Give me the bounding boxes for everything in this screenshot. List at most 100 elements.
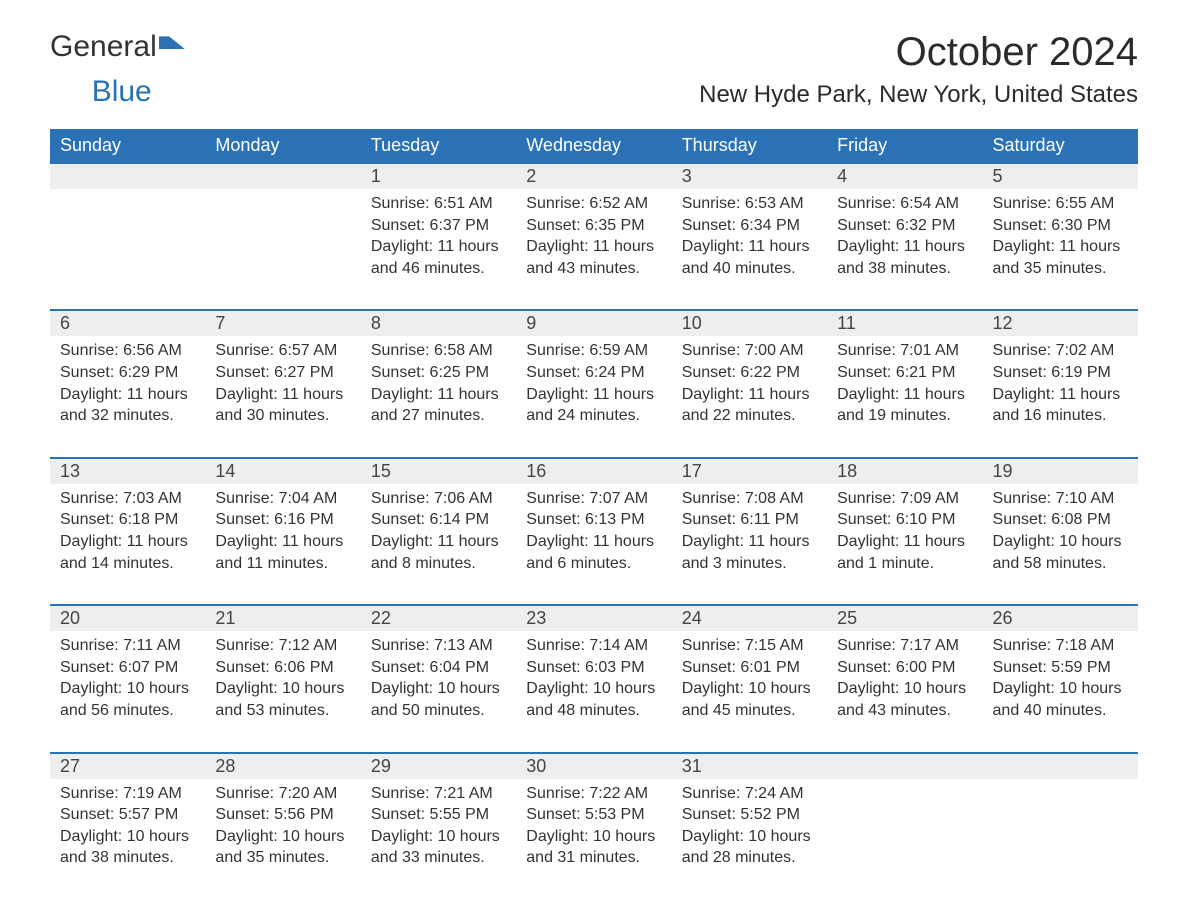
daylight-text: Daylight: 11 hours (60, 384, 195, 406)
sunset-text: Sunset: 6:11 PM (682, 509, 817, 531)
day-number-cell: 5 (983, 163, 1138, 189)
day-detail-cell: Sunrise: 7:08 AMSunset: 6:11 PMDaylight:… (672, 484, 827, 605)
daylight-text: Daylight: 10 hours (215, 826, 350, 848)
sunset-text: Sunset: 6:22 PM (682, 362, 817, 384)
daylight-text: and 8 minutes. (371, 553, 506, 575)
daylight-text: and 1 minute. (837, 553, 972, 575)
sunset-text: Sunset: 6:04 PM (371, 657, 506, 679)
day-detail-cell: Sunrise: 6:53 AMSunset: 6:34 PMDaylight:… (672, 189, 827, 310)
daylight-text: and 46 minutes. (371, 258, 506, 280)
sunrise-text: Sunrise: 7:07 AM (526, 488, 661, 510)
daylight-text: and 27 minutes. (371, 405, 506, 427)
daylight-text: Daylight: 10 hours (371, 826, 506, 848)
logo-flag-icon (159, 31, 185, 49)
day-detail-cell: Sunrise: 7:14 AMSunset: 6:03 PMDaylight:… (516, 631, 671, 752)
day-detail-cell: Sunrise: 7:13 AMSunset: 6:04 PMDaylight:… (361, 631, 516, 752)
sunset-text: Sunset: 6:19 PM (993, 362, 1128, 384)
day-detail-cell: Sunrise: 6:55 AMSunset: 6:30 PMDaylight:… (983, 189, 1138, 310)
day-number-cell: 26 (983, 605, 1138, 631)
sunrise-text: Sunrise: 6:59 AM (526, 340, 661, 362)
sunrise-text: Sunrise: 7:12 AM (215, 635, 350, 657)
sunset-text: Sunset: 6:34 PM (682, 215, 817, 237)
sunrise-text: Sunrise: 7:18 AM (993, 635, 1128, 657)
daylight-text: and 33 minutes. (371, 847, 506, 869)
day-detail-cell: Sunrise: 7:18 AMSunset: 5:59 PMDaylight:… (983, 631, 1138, 752)
daylight-text: and 16 minutes. (993, 405, 1128, 427)
daylight-text: Daylight: 11 hours (60, 531, 195, 553)
sunset-text: Sunset: 6:00 PM (837, 657, 972, 679)
sunrise-text: Sunrise: 6:57 AM (215, 340, 350, 362)
day-number-cell: 8 (361, 310, 516, 336)
day-number-cell: 9 (516, 310, 671, 336)
day-number-row: 20212223242526 (50, 605, 1138, 631)
daylight-text: and 14 minutes. (60, 553, 195, 575)
day-number-cell (983, 753, 1138, 779)
sunset-text: Sunset: 6:21 PM (837, 362, 972, 384)
day-number-cell: 7 (205, 310, 360, 336)
daylight-text: and 40 minutes. (993, 700, 1128, 722)
day-number-cell: 22 (361, 605, 516, 631)
day-detail-cell: Sunrise: 6:54 AMSunset: 6:32 PMDaylight:… (827, 189, 982, 310)
sunset-text: Sunset: 5:55 PM (371, 804, 506, 826)
daylight-text: and 40 minutes. (682, 258, 817, 280)
day-detail-cell: Sunrise: 7:11 AMSunset: 6:07 PMDaylight:… (50, 631, 205, 752)
day-detail-cell: Sunrise: 6:59 AMSunset: 6:24 PMDaylight:… (516, 336, 671, 457)
day-detail-cell: Sunrise: 7:02 AMSunset: 6:19 PMDaylight:… (983, 336, 1138, 457)
daylight-text: and 38 minutes. (837, 258, 972, 280)
day-number-cell (205, 163, 360, 189)
day-number-cell: 21 (205, 605, 360, 631)
daylight-text: Daylight: 11 hours (993, 384, 1128, 406)
sunrise-text: Sunrise: 7:20 AM (215, 783, 350, 805)
sunrise-text: Sunrise: 7:00 AM (682, 340, 817, 362)
daylight-text: and 30 minutes. (215, 405, 350, 427)
brand-part1: General (50, 30, 157, 64)
daylight-text: Daylight: 10 hours (526, 826, 661, 848)
daylight-text: and 35 minutes. (215, 847, 350, 869)
sunset-text: Sunset: 6:08 PM (993, 509, 1128, 531)
day-number-row: 13141516171819 (50, 458, 1138, 484)
weekday-header: Saturday (983, 129, 1138, 163)
day-number-cell: 31 (672, 753, 827, 779)
day-detail-row: Sunrise: 6:56 AMSunset: 6:29 PMDaylight:… (50, 336, 1138, 457)
day-number-cell: 23 (516, 605, 671, 631)
daylight-text: and 19 minutes. (837, 405, 972, 427)
daylight-text: and 58 minutes. (993, 553, 1128, 575)
sunset-text: Sunset: 5:59 PM (993, 657, 1128, 679)
daylight-text: Daylight: 11 hours (526, 384, 661, 406)
day-detail-row: Sunrise: 7:11 AMSunset: 6:07 PMDaylight:… (50, 631, 1138, 752)
sunrise-text: Sunrise: 6:53 AM (682, 193, 817, 215)
daylight-text: Daylight: 10 hours (837, 678, 972, 700)
weekday-header-row: SundayMondayTuesdayWednesdayThursdayFrid… (50, 129, 1138, 163)
sunrise-text: Sunrise: 7:11 AM (60, 635, 195, 657)
day-detail-cell (50, 189, 205, 310)
daylight-text: and 56 minutes. (60, 700, 195, 722)
sunset-text: Sunset: 6:18 PM (60, 509, 195, 531)
sunset-text: Sunset: 6:03 PM (526, 657, 661, 679)
daylight-text: Daylight: 10 hours (60, 826, 195, 848)
daylight-text: Daylight: 11 hours (837, 236, 972, 258)
weekday-header: Sunday (50, 129, 205, 163)
day-detail-cell: Sunrise: 7:01 AMSunset: 6:21 PMDaylight:… (827, 336, 982, 457)
daylight-text: and 3 minutes. (682, 553, 817, 575)
title-block: October 2024 New Hyde Park, New York, Un… (699, 30, 1138, 121)
daylight-text: and 22 minutes. (682, 405, 817, 427)
sunset-text: Sunset: 5:52 PM (682, 804, 817, 826)
day-detail-cell: Sunrise: 7:06 AMSunset: 6:14 PMDaylight:… (361, 484, 516, 605)
daylight-text: and 43 minutes. (837, 700, 972, 722)
day-detail-cell: Sunrise: 7:04 AMSunset: 6:16 PMDaylight:… (205, 484, 360, 605)
sunrise-text: Sunrise: 6:55 AM (993, 193, 1128, 215)
sunrise-text: Sunrise: 7:19 AM (60, 783, 195, 805)
day-number-cell: 11 (827, 310, 982, 336)
sunrise-text: Sunrise: 7:14 AM (526, 635, 661, 657)
daylight-text: Daylight: 11 hours (526, 236, 661, 258)
daylight-text: Daylight: 10 hours (526, 678, 661, 700)
sunrise-text: Sunrise: 7:08 AM (682, 488, 817, 510)
day-detail-cell: Sunrise: 6:56 AMSunset: 6:29 PMDaylight:… (50, 336, 205, 457)
day-number-cell: 13 (50, 458, 205, 484)
daylight-text: and 35 minutes. (993, 258, 1128, 280)
day-detail-cell: Sunrise: 6:58 AMSunset: 6:25 PMDaylight:… (361, 336, 516, 457)
daylight-text: Daylight: 11 hours (526, 531, 661, 553)
day-detail-cell: Sunrise: 7:21 AMSunset: 5:55 PMDaylight:… (361, 779, 516, 879)
daylight-text: and 28 minutes. (682, 847, 817, 869)
daylight-text: and 43 minutes. (526, 258, 661, 280)
